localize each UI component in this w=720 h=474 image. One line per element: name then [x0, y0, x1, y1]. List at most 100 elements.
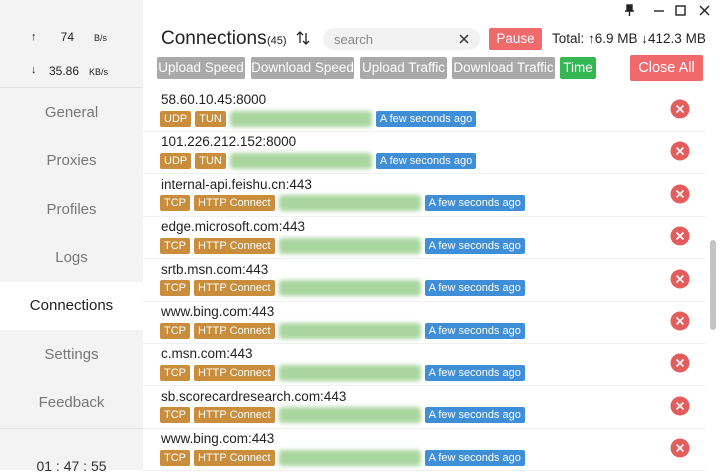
connection-host: www.bing.com:443 — [161, 431, 275, 447]
pause-button[interactable]: Pause — [489, 28, 542, 50]
type-tag: HTTP Connect — [194, 364, 275, 381]
close-icon-x — [675, 104, 685, 114]
divider — [0, 87, 143, 88]
close-connection[interactable] — [670, 184, 690, 204]
close-window-button[interactable] — [699, 5, 710, 16]
type-tag: HTTP Connect — [194, 280, 275, 297]
close-connection[interactable] — [670, 396, 690, 416]
type-tag: HTTP Connect — [194, 195, 275, 212]
type-tag: TUN — [195, 152, 226, 169]
menu-item[interactable]: Connections — [0, 282, 143, 331]
time-tag: A few seconds ago — [424, 322, 525, 339]
connection-row: edge.microsoft.com:443 TCP HTTP Connect A f… — [143, 216, 706, 260]
connection-host: www.bing.com:443 — [161, 304, 275, 319]
network-tag: TCP — [160, 407, 190, 424]
redacted-rule — [278, 237, 421, 254]
sort-button[interactable]: Download Speed — [251, 57, 354, 79]
time-tag: A few seconds ago — [424, 449, 525, 466]
close-connection[interactable] — [670, 269, 690, 289]
connection-tags: TCP HTTP Connect A few seconds ago — [160, 237, 529, 254]
connection-row: 58.60.10.45:8000 UDP TUN A few seconds ago — [143, 89, 706, 132]
download-value: 35.86 — [48, 64, 79, 78]
redacted-rule — [278, 407, 421, 424]
redacted-rule — [278, 322, 421, 339]
network-tag: TCP — [160, 195, 190, 212]
time-tag: A few seconds ago — [424, 407, 525, 424]
network-tag: TCP — [160, 322, 190, 339]
menu-item[interactable]: Feedback — [38, 393, 105, 411]
connection-tags: TCP HTTP Connect A few seconds ago — [160, 322, 529, 339]
connection-row: internal-api.feishu.cn:443 TCP HTTP Connec… — [143, 174, 706, 217]
close-icon-x — [675, 401, 685, 410]
clock: 01 : 47 : 55 — [36, 458, 107, 474]
sort-button[interactable]: Download Traffic — [452, 57, 555, 79]
connection-row: srtb.msn.com:443 TCP HTTP Connect A few sec… — [143, 259, 706, 302]
clear-search[interactable] — [459, 34, 469, 44]
menu-item[interactable]: Proxies — [46, 152, 97, 170]
time-tag: A few seconds ago — [424, 195, 525, 212]
redacted-rule — [278, 449, 421, 466]
menu-item[interactable]: General — [44, 104, 99, 121]
connection-row: www.bing.com:443 TCP HTTP Connect A few sec… — [143, 301, 706, 344]
close-connection[interactable] — [670, 141, 690, 161]
connection-row: www.bing.com:443 TCP HTTP Connect A few sec… — [143, 428, 706, 472]
redacted-rule — [278, 195, 421, 212]
menu-item[interactable]: Settings — [44, 345, 99, 363]
search-box[interactable]: search — [323, 28, 480, 50]
connection-row: 101.226.212.152:8000 UDP TUN A few seconds … — [143, 131, 706, 175]
sort-button[interactable]: Upload Traffic — [360, 57, 447, 79]
connection-host: srtb.msn.com:443 — [161, 261, 269, 277]
redacted-rule — [278, 364, 421, 381]
time-tag: A few seconds ago — [375, 110, 477, 127]
close-connection[interactable] — [670, 438, 690, 458]
connection-tags: TCP HTTP Connect A few seconds ago — [160, 195, 529, 212]
menu-item[interactable]: Profiles — [46, 200, 97, 218]
time-tag: A few seconds ago — [424, 364, 525, 381]
sort-button[interactable]: Time — [560, 57, 596, 79]
page-title: Connections — [161, 28, 267, 49]
connection-tags: TCP HTTP Connect A few seconds ago — [160, 407, 529, 424]
sort-button[interactable]: Upload Speed — [157, 57, 245, 79]
pin-button[interactable] — [625, 4, 634, 16]
connection-count: (45) — [267, 35, 287, 47]
search-placeholder: search — [334, 32, 374, 47]
network-tag: UDP — [160, 110, 192, 127]
close-connection[interactable] — [670, 99, 690, 119]
close-connection[interactable] — [670, 226, 690, 246]
connection-host: edge.microsoft.com:443 — [161, 219, 306, 235]
network-tag: TCP — [160, 237, 190, 254]
window-controls — [625, 4, 710, 16]
time-tag: A few seconds ago — [424, 280, 525, 297]
close-icon-x — [675, 189, 685, 198]
close-icon-x — [675, 316, 685, 326]
connection-row: c.msn.com:443 TCP HTTP Connect A few second… — [143, 343, 706, 387]
sort-toggle[interactable] — [296, 30, 310, 46]
close-connection[interactable] — [670, 311, 690, 331]
scrollbar-thumb[interactable] — [710, 240, 716, 330]
connection-tags: UDP TUN A few seconds ago — [160, 152, 480, 169]
redacted-rule — [229, 152, 372, 169]
connection-host: 101.226.212.152:8000 — [161, 134, 297, 150]
close-icon-x — [675, 147, 685, 156]
download-arrow: ↓ — [31, 64, 37, 76]
type-tag: HTTP Connect — [194, 237, 275, 254]
connection-row: sb.scorecardresearch.com:443 TCP HTTP Conn… — [143, 386, 706, 429]
upload-unit: B/s — [94, 33, 108, 43]
close-all-button[interactable]: Close All — [630, 55, 703, 81]
type-tag: HTTP Connect — [194, 407, 275, 424]
maximize-button[interactable] — [675, 5, 686, 16]
close-connection[interactable] — [670, 353, 690, 373]
download-unit: KB/s — [89, 67, 109, 77]
redacted-rule — [229, 110, 372, 127]
connection-host: sb.scorecardresearch.com:443 — [161, 388, 347, 404]
connection-host: c.msn.com:443 — [161, 346, 253, 362]
connection-tags: TCP HTTP Connect A few seconds ago — [160, 280, 529, 297]
type-tag: HTTP Connect — [194, 322, 275, 339]
time-tag: A few seconds ago — [375, 152, 477, 169]
upload-arrow: ↑ — [31, 31, 37, 43]
menu-item[interactable]: Logs — [55, 248, 88, 266]
sidebar: ↑ 74 B/s ↓ 35.86 KB/s General Proxies Prof… — [0, 0, 143, 474]
connection-tags: TCP HTTP Connect A few seconds ago — [160, 449, 529, 466]
close-icon-x — [675, 232, 685, 241]
connection-tags: UDP TUN A few seconds ago — [160, 110, 480, 127]
